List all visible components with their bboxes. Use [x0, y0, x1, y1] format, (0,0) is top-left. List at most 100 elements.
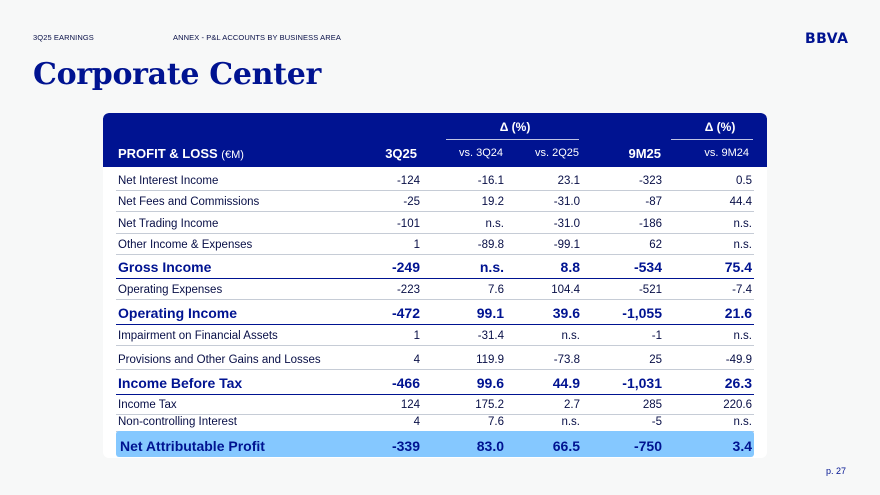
- page-number: p. 27: [826, 466, 847, 476]
- value-vs-3q24: 175.2: [475, 399, 504, 411]
- value-9m25: -521: [638, 284, 662, 296]
- row-label: Impairment on Financial Assets: [118, 330, 278, 342]
- value-3q25: 4: [413, 416, 420, 428]
- value-vs-3q24: n.s.: [479, 259, 504, 275]
- table-row: Other Income & Expenses 1 -89.8 -99.1 62 n.s.: [116, 233, 754, 255]
- row-label: Net Trading Income: [118, 218, 219, 230]
- value-3q25: -124: [396, 175, 420, 187]
- value-vs-2q25: 66.5: [552, 438, 580, 454]
- col-header-unit: (€M): [221, 149, 244, 161]
- value-9m25: 25: [649, 354, 662, 366]
- row-label: Other Income & Expenses: [118, 239, 253, 251]
- table-row: Net Trading Income -101 n.s. -31.0 -186 n.s.: [116, 211, 754, 234]
- value-vs-2q25: -31.0: [553, 196, 580, 208]
- value-vs-9m24: n.s.: [733, 330, 752, 342]
- value-9m25: -750: [633, 438, 662, 454]
- value-9m25: 62: [649, 239, 662, 251]
- value-9m25: -5: [651, 416, 662, 428]
- value-vs-9m24: 0.5: [736, 175, 752, 187]
- value-9m25: 285: [642, 399, 662, 411]
- value-vs-9m24: n.s.: [733, 239, 752, 251]
- table-header: Δ (%) Δ (%) PROFIT & LOSS (€M) 3Q25 vs. …: [103, 113, 767, 167]
- col-header-vs-2q25: vs. 2Q25: [534, 147, 579, 159]
- row-label: Operating Expenses: [118, 284, 223, 296]
- table-row: Net Interest Income -124 -16.1 23.1 -323 0.5: [116, 169, 754, 191]
- table-row: Operating Income -472 99.1 39.6 -1,055 21.6: [116, 299, 754, 325]
- value-vs-3q24: -89.8: [477, 239, 504, 251]
- delta-header-ytd: Δ (%): [704, 120, 736, 134]
- value-vs-9m24: 220.6: [723, 399, 752, 411]
- delta-underline-ytd: [671, 139, 753, 140]
- table-row: Net Fees and Commissions -25 19.2 -31.0 -87 4…: [116, 190, 754, 212]
- row-label: Non-controlling Interest: [118, 416, 237, 428]
- value-vs-3q24: 99.6: [476, 375, 504, 391]
- value-vs-3q24: 19.2: [481, 196, 504, 208]
- value-3q25: -25: [403, 196, 420, 208]
- col-header-3q25: 3Q25: [385, 146, 417, 161]
- value-vs-2q25: n.s.: [561, 416, 580, 428]
- table-row: Provisions and Other Gains and Losses 4 11…: [116, 345, 754, 370]
- value-vs-9m24: 44.4: [729, 196, 752, 208]
- top-header: 3Q25 EARNINGS ANNEX - P&L ACCOUNTS BY BU…: [33, 33, 341, 42]
- value-3q25: 124: [400, 399, 420, 411]
- value-vs-3q24: 7.6: [488, 284, 504, 296]
- value-3q25: -101: [396, 218, 420, 230]
- table-row: Operating Expenses -223 7.6 104.4 -521 -7.4: [116, 278, 754, 300]
- subsection-label: ANNEX - P&L ACCOUNTS BY BUSINESS AREA: [173, 33, 341, 42]
- value-vs-2q25: -99.1: [553, 239, 580, 251]
- col-header-profit-loss: PROFIT & LOSS (€M): [118, 146, 244, 161]
- value-vs-2q25: 2.7: [564, 399, 580, 411]
- value-9m25: -186: [638, 218, 662, 230]
- table-row: Gross Income -249 n.s. 8.8 -534 75.4: [116, 254, 754, 279]
- table-row: Impairment on Financial Assets 1 -31.4 n.s.…: [116, 324, 754, 346]
- table-row: Income Before Tax -466 99.6 44.9 -1,031 26.3: [116, 369, 754, 395]
- delta-underline-quarter: [446, 139, 579, 140]
- value-vs-3q24: 119.9: [476, 354, 504, 366]
- value-3q25: 4: [413, 354, 420, 366]
- value-vs-9m24: 75.4: [724, 259, 752, 275]
- value-vs-9m24: 3.4: [732, 438, 752, 454]
- value-vs-9m24: n.s.: [733, 218, 752, 230]
- value-vs-9m24: -49.9: [725, 354, 752, 366]
- row-label: Income Tax: [118, 399, 177, 411]
- page-title: Corporate Center: [33, 57, 322, 92]
- value-vs-2q25: 39.6: [552, 305, 580, 321]
- value-vs-9m24: n.s.: [733, 416, 752, 428]
- value-3q25: 1: [413, 239, 420, 251]
- value-3q25: -472: [391, 305, 420, 321]
- value-vs-2q25: 44.9: [552, 375, 580, 391]
- value-9m25: -534: [633, 259, 662, 275]
- col-header-vs-3q24: vs. 3Q24: [458, 147, 503, 159]
- pl-table: Δ (%) Δ (%) PROFIT & LOSS (€M) 3Q25 vs. …: [103, 113, 767, 458]
- row-label: Net Interest Income: [118, 175, 219, 187]
- value-3q25: -249: [391, 259, 420, 275]
- col-header-9m25: 9M25: [628, 146, 661, 161]
- section-label: 3Q25 EARNINGS: [33, 33, 94, 42]
- value-vs-2q25: 23.1: [557, 175, 580, 187]
- value-9m25: -1: [651, 330, 662, 342]
- value-9m25: -1,031: [622, 375, 662, 391]
- value-vs-9m24: 21.6: [724, 305, 752, 321]
- row-label: Income Before Tax: [118, 375, 243, 391]
- table-row: Income Tax 124 175.2 2.7 285 220.6: [116, 394, 754, 415]
- row-label: Net Attributable Profit: [120, 438, 265, 454]
- value-3q25: -223: [396, 284, 420, 296]
- value-9m25: -87: [645, 196, 662, 208]
- value-vs-2q25: -31.0: [553, 218, 580, 230]
- value-3q25: -339: [391, 438, 420, 454]
- value-vs-2q25: 8.8: [560, 259, 580, 275]
- value-9m25: -1,055: [622, 305, 662, 321]
- value-vs-3q24: -31.4: [477, 330, 504, 342]
- value-vs-2q25: -73.8: [553, 354, 580, 366]
- value-vs-3q24: 83.0: [476, 438, 504, 454]
- row-label: Operating Income: [118, 305, 238, 321]
- value-vs-3q24: -16.1: [477, 175, 504, 187]
- value-vs-3q24: 7.6: [488, 416, 504, 428]
- value-vs-3q24: 99.1: [476, 305, 504, 321]
- value-3q25: -466: [391, 375, 420, 391]
- value-vs-3q24: n.s.: [485, 218, 504, 230]
- row-label: Gross Income: [118, 259, 212, 275]
- delta-header-quarter: Δ (%): [499, 120, 531, 134]
- row-label: Net Fees and Commissions: [118, 196, 260, 208]
- value-vs-9m24: 26.3: [724, 375, 752, 391]
